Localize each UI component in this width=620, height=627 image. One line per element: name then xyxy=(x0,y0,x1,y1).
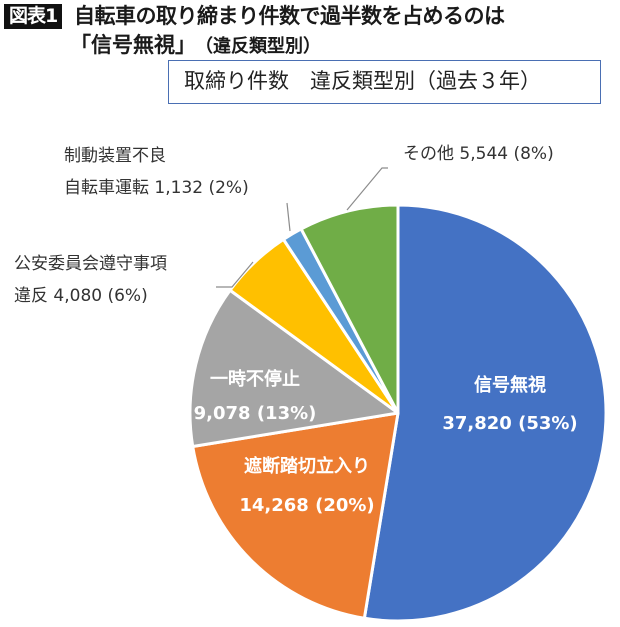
pie-slice-0 xyxy=(362,203,608,623)
leader-line-seido xyxy=(286,202,291,232)
leader-line-koan xyxy=(216,261,254,288)
label-shadan-name: 遮断踏切立入り xyxy=(244,456,370,477)
label-seido-name: 制動装置不良 xyxy=(64,146,166,166)
label-ichiji-name: 一時不停止 xyxy=(210,369,300,390)
label-ichiji-value: 9,078 (13%) xyxy=(193,403,317,424)
figure-badge: 図表1 xyxy=(4,4,63,29)
title-sub: （違反類型別） xyxy=(204,36,321,57)
chart-title-box: 取締り件数 違反類型別（過去３年） xyxy=(168,60,601,104)
label-ichiji: 一時不停止 9,078 (13%) xyxy=(190,368,320,426)
label-seido-value: 自転車運転 1,132 (2%) xyxy=(64,178,249,198)
label-koan-name: 公安委員会遵守事項 xyxy=(14,254,167,274)
label-shingou-name: 信号無視 xyxy=(474,375,546,396)
label-koan-value: 違反 4,080 (6%) xyxy=(14,286,148,306)
label-shadan: 遮断踏切立入り 14,268 (20%) xyxy=(222,455,392,518)
label-shingou-value: 37,820 (53%) xyxy=(442,413,578,434)
pie-slices xyxy=(188,203,608,623)
label-sonota: その他 5,544 (8%) xyxy=(403,144,554,164)
figure-title-line2: 「信号無視」 （違反類型別） xyxy=(70,31,321,61)
pie-slice-2 xyxy=(188,288,400,449)
title-highlight: 「信号無視」 xyxy=(70,33,196,57)
pie-slice-5 xyxy=(299,203,400,415)
label-shingou: 信号無視 37,820 (53%) xyxy=(440,374,580,436)
leader-lines xyxy=(216,167,388,288)
leader-line-sonota xyxy=(346,167,388,211)
figure-title-line1: 自転車の取り締まり件数で過半数を占めるのは xyxy=(74,4,505,28)
label-shadan-value: 14,268 (20%) xyxy=(239,495,375,516)
pie-slice-1 xyxy=(191,411,400,620)
